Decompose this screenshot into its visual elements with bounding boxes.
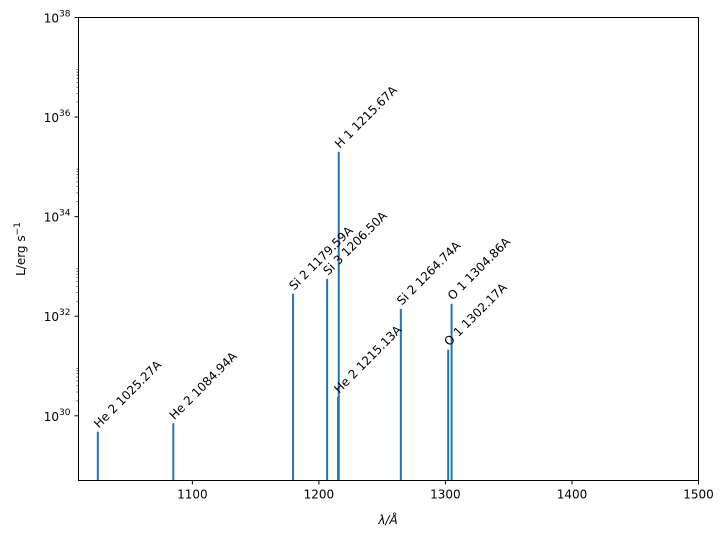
y-tick-exponent: 30: [59, 408, 71, 418]
y-tick-exponent: 32: [59, 308, 70, 318]
y-tick-exponent: 34: [59, 209, 71, 219]
y-axis-label: L/erg s−1: [13, 222, 28, 276]
y-tick-base: 10: [44, 410, 59, 424]
x-tick-label: 1200: [304, 488, 335, 502]
plot-background: [78, 17, 699, 481]
y-tick-base: 10: [44, 12, 59, 26]
x-tick-label: 1500: [683, 488, 714, 502]
y-tick-label: 1030: [44, 408, 71, 424]
x-axis-ticks: 1100 1200 1300 1400 1500: [177, 480, 714, 502]
y-tick-base: 10: [44, 310, 59, 324]
y-tick-base: 10: [44, 211, 59, 225]
plot-frame: [78, 17, 699, 481]
x-tick-label: 1100: [177, 488, 208, 502]
y-axis-label-exponent: −1: [13, 222, 23, 235]
y-tick-exponent: 38: [59, 10, 71, 20]
y-axis-label-main: L/erg s: [14, 235, 28, 276]
x-tick-label: 1400: [557, 488, 588, 502]
y-tick-label: 1036: [44, 109, 71, 125]
y-tick-label: 1038: [44, 10, 71, 26]
y-tick-base: 10: [44, 111, 59, 125]
y-tick-label: 1034: [44, 209, 71, 225]
x-axis-label: λ/Å: [377, 512, 397, 527]
y-tick-exponent: 36: [59, 109, 71, 119]
x-tick-label: 1300: [430, 488, 461, 502]
emission-line-bars: [96, 151, 453, 481]
y-tick-label: 1032: [44, 308, 71, 324]
